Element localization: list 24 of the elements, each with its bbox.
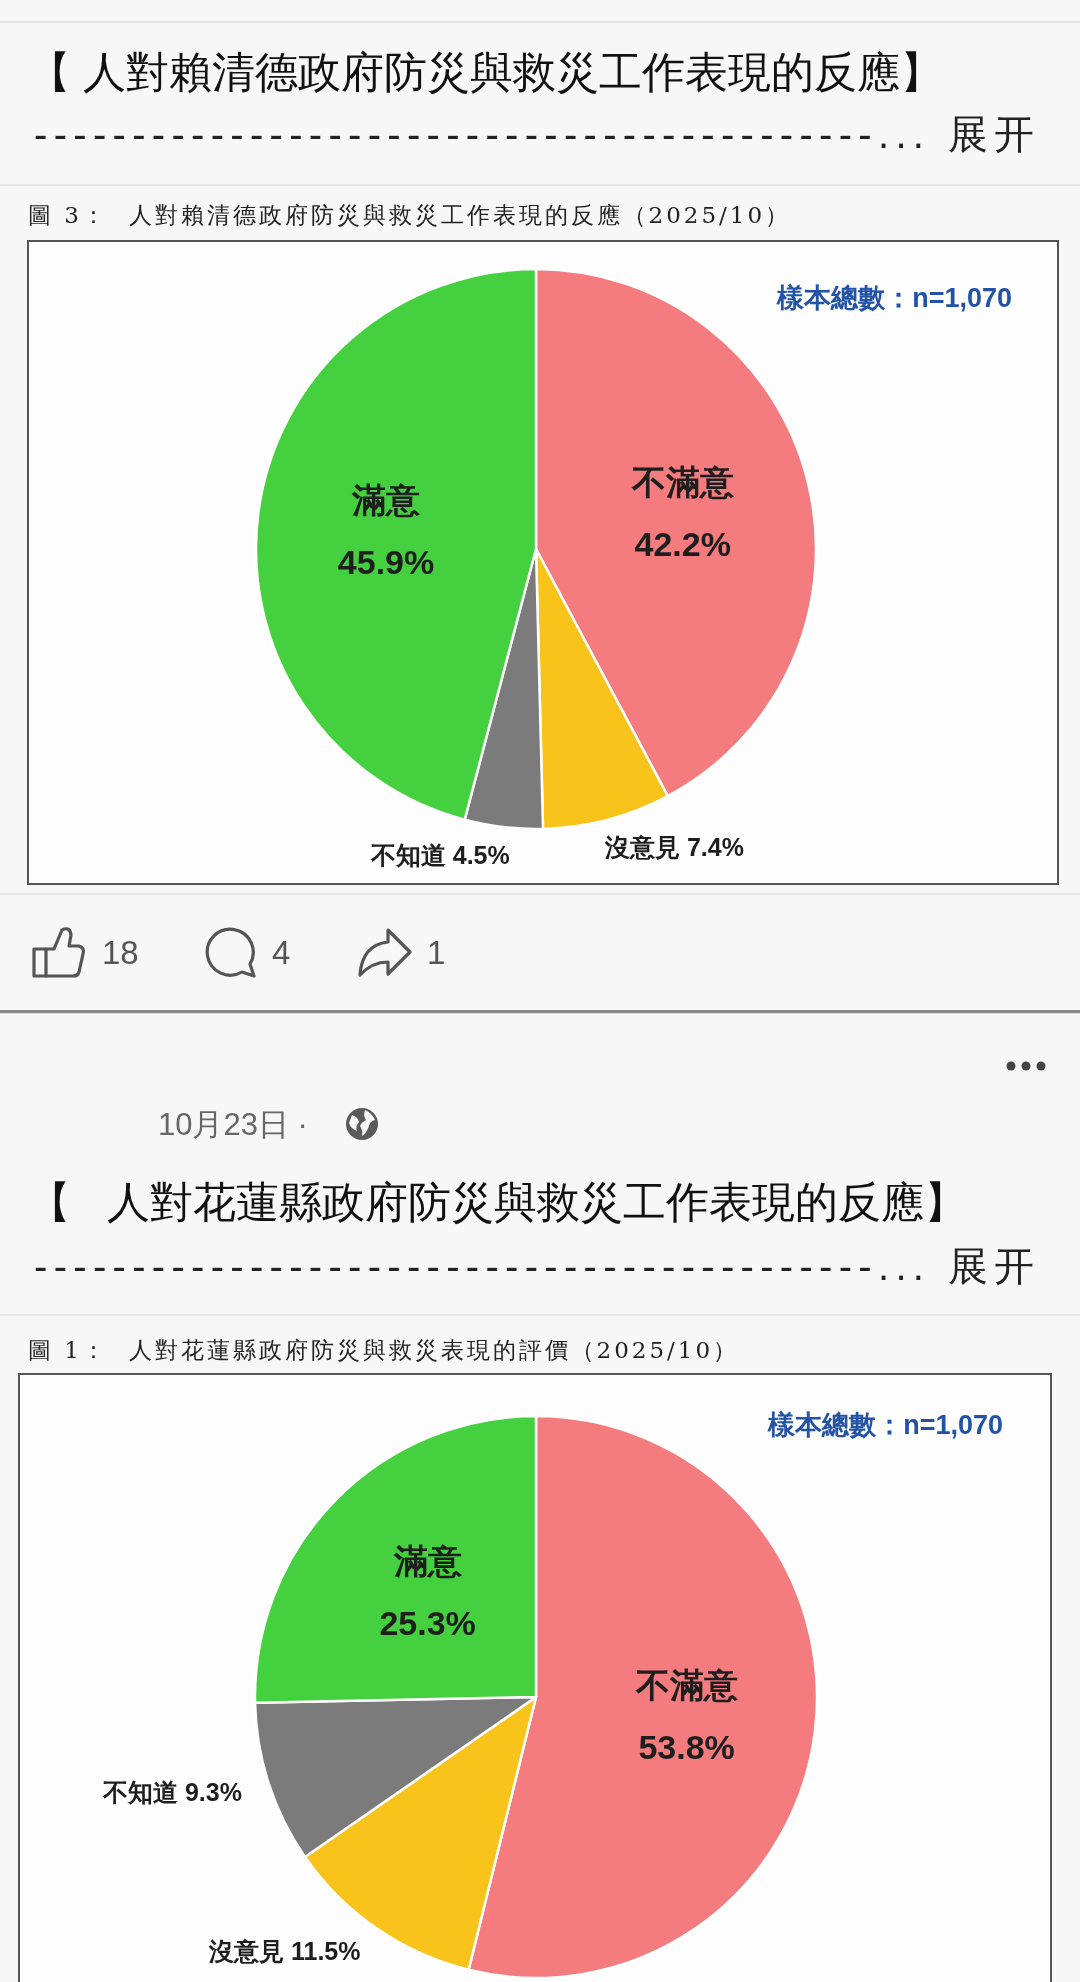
text: 18 <box>102 933 139 971</box>
slice-label: 沒意見 11.5% <box>208 1937 361 1966</box>
chart-subtitle: 圖 3： 人對賴清德政府防災與救災工作表現的反應（2025/10） <box>28 202 792 228</box>
text: 樣本總數：n=1,070 <box>776 283 1012 313</box>
slice-label: 沒意見 7.4% <box>604 832 744 861</box>
text: 1 <box>427 933 446 971</box>
text: -------------------------------------------... 展开 <box>34 1244 1034 1288</box>
chart-title: 【 人對花蓮縣政府防災與救災工作表現的反應】 <box>28 1178 967 1226</box>
text: 4 <box>272 933 291 971</box>
chart-title: 【 人對賴清德政府防災與救災工作表現的反應】 <box>28 48 943 96</box>
slice-label: 滿意 <box>351 480 421 519</box>
slice-label: 不知道 9.3% <box>101 1778 242 1807</box>
text: 樣本總數：n=1,070 <box>767 1410 1003 1440</box>
text: -------------------------------------------... 展开 <box>34 112 1034 156</box>
chart-subtitle: 圖 1： 人對花蓮縣政府防災與救災表現的評價（2025/10） <box>28 1337 740 1363</box>
slice-label: 不滿意 <box>630 463 734 502</box>
slice-label: 不知道 4.5% <box>369 840 510 869</box>
text: 10月23日 · <box>158 1106 308 1142</box>
data-label: 53.8% <box>638 1728 735 1767</box>
data-label: 25.3% <box>379 1603 476 1642</box>
slice-label: 不滿意 <box>634 1666 738 1705</box>
slice-label: 滿意 <box>392 1541 462 1580</box>
data-label: 42.2% <box>634 525 731 564</box>
data-label: 45.9% <box>337 542 435 581</box>
